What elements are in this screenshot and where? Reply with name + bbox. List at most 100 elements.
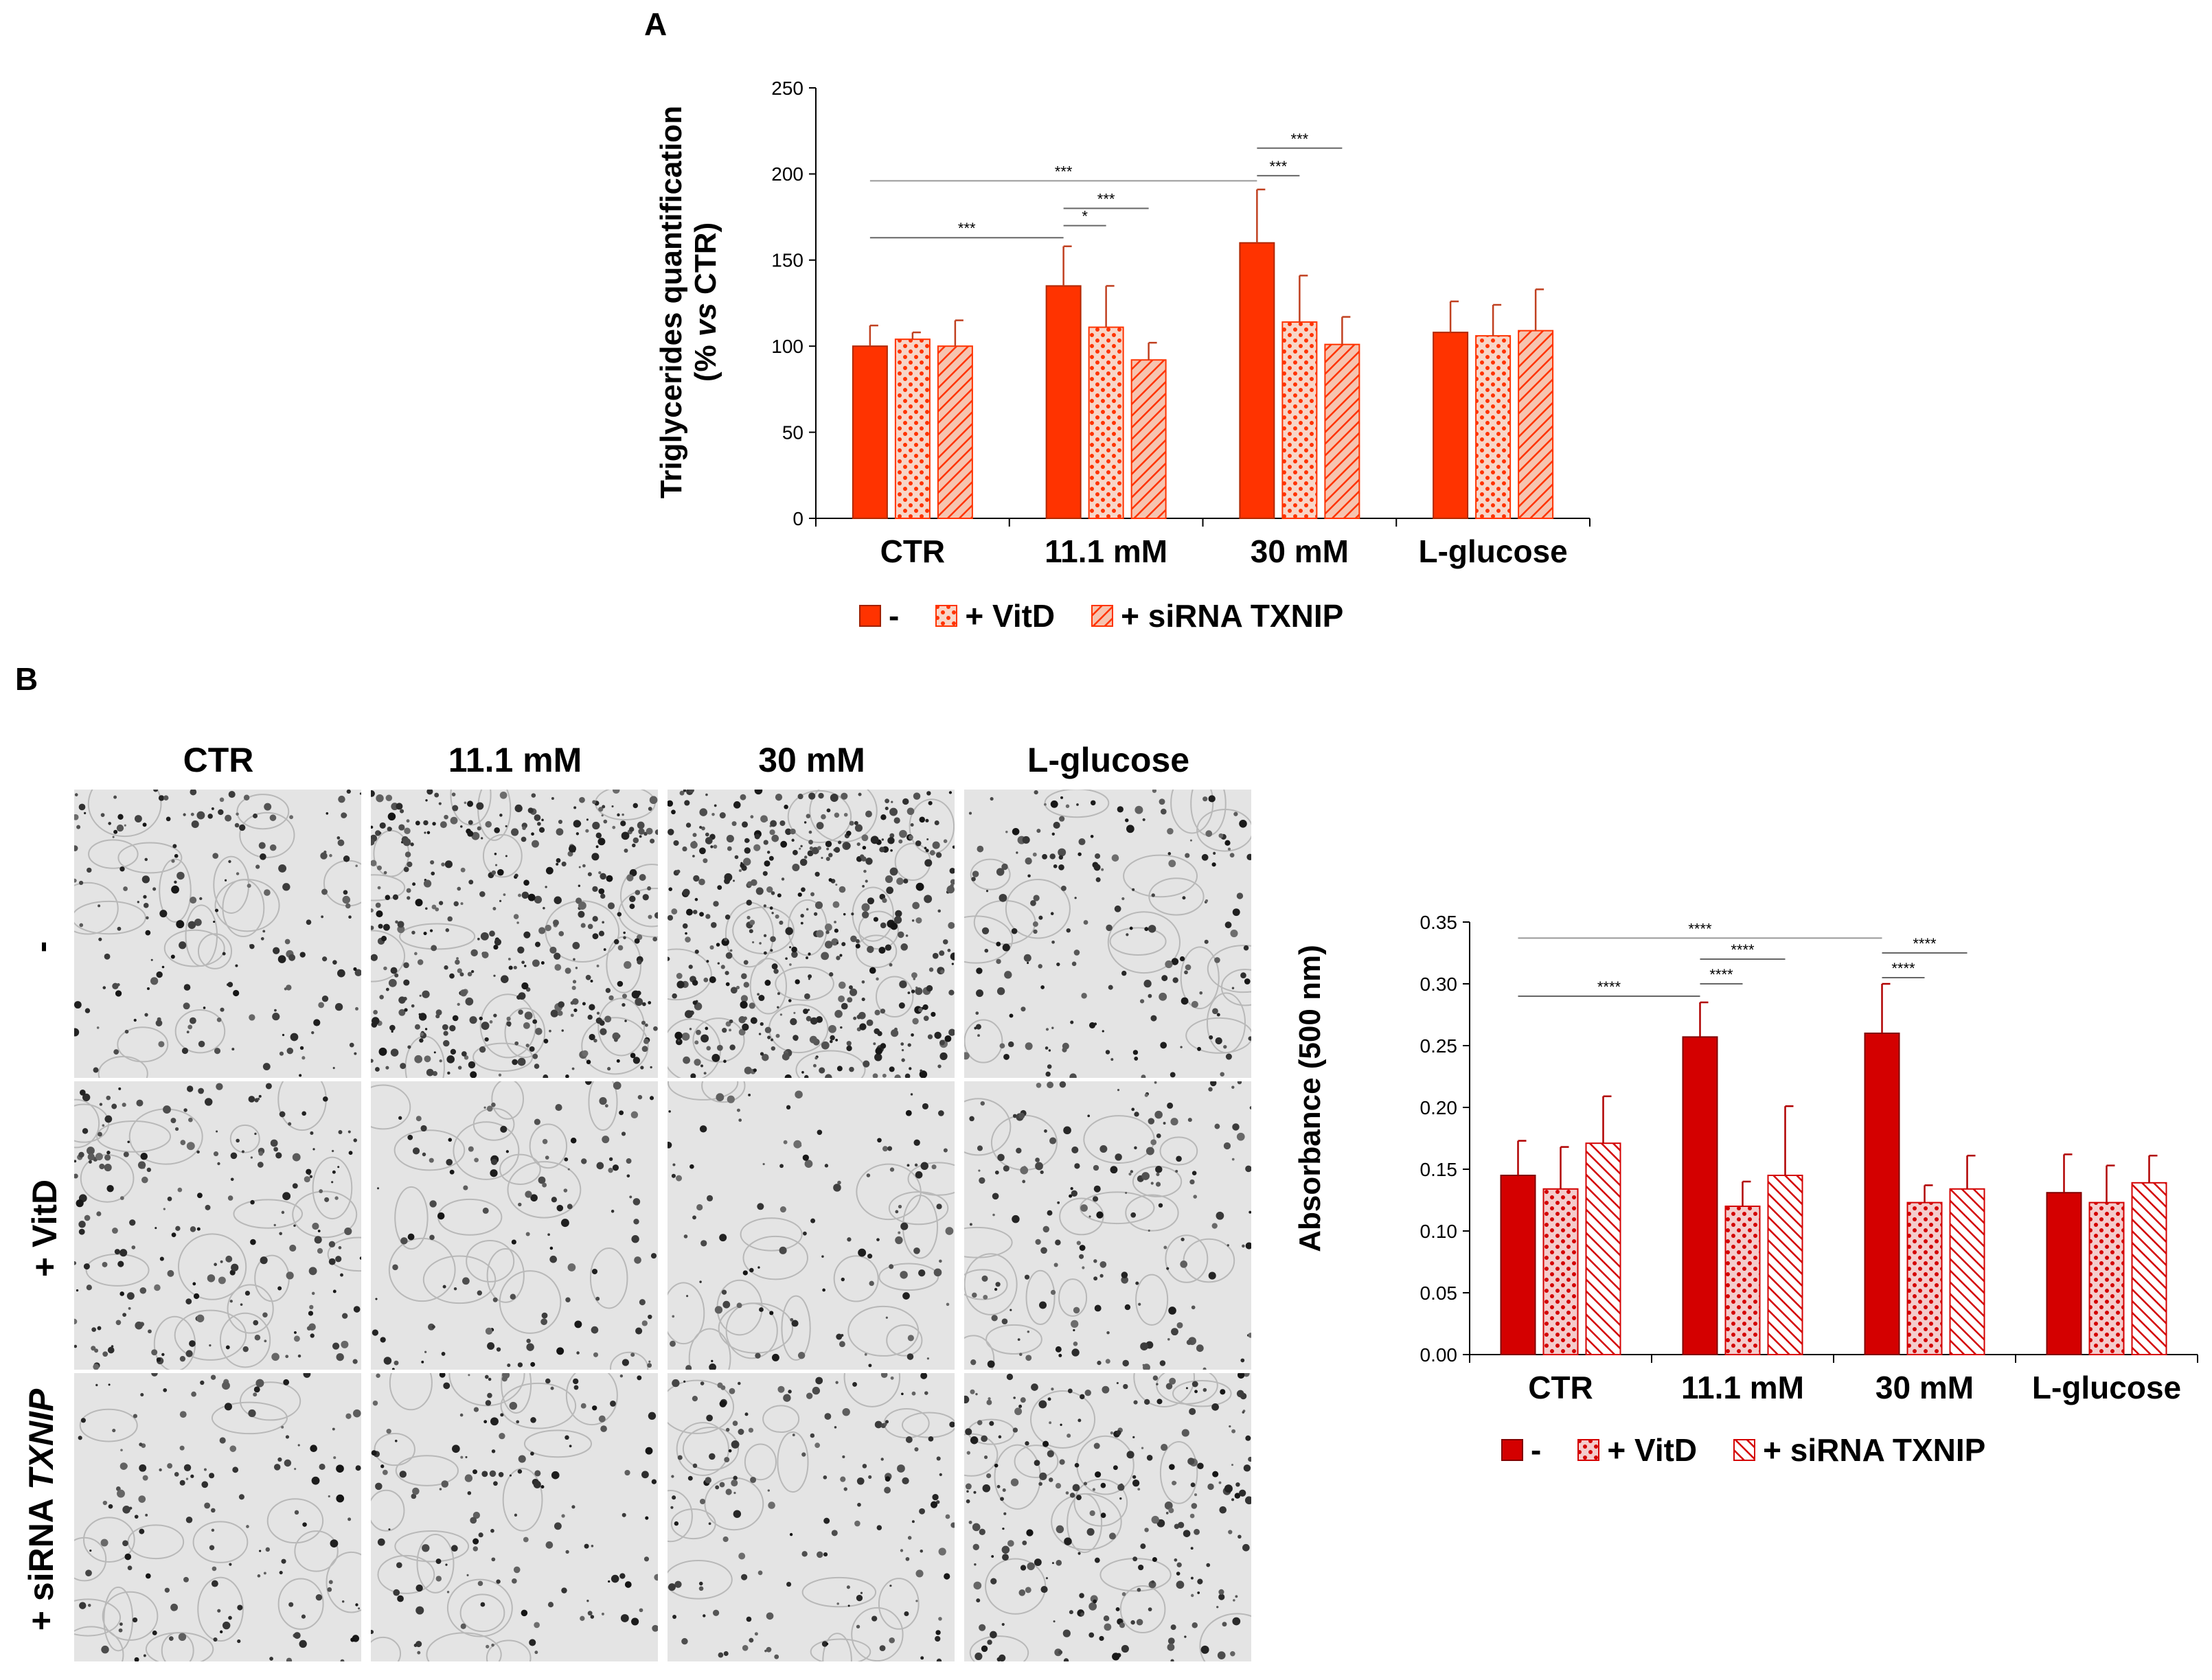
lipid-droplet bbox=[532, 840, 539, 848]
lipid-droplet bbox=[376, 865, 382, 871]
lipid-droplet bbox=[387, 812, 396, 821]
lipid-droplet bbox=[1206, 1563, 1211, 1567]
lipid-droplet bbox=[692, 855, 695, 858]
lipid-droplet bbox=[248, 1409, 256, 1418]
lipid-droplet bbox=[808, 952, 811, 956]
lipid-droplet bbox=[668, 887, 673, 891]
lipid-droplet bbox=[371, 1450, 377, 1456]
lipid-droplet bbox=[974, 1026, 977, 1030]
lipid-droplet bbox=[196, 1193, 203, 1199]
cell-outline bbox=[610, 1351, 649, 1370]
lipid-droplet bbox=[966, 1451, 970, 1455]
lipid-droplet bbox=[633, 1219, 639, 1225]
lipid-droplet bbox=[277, 1286, 282, 1291]
lipid-droplet bbox=[699, 825, 703, 829]
lipid-droplet bbox=[1042, 1226, 1050, 1233]
lipid-droplet bbox=[1170, 1118, 1178, 1126]
lipid-droplet bbox=[904, 1073, 911, 1078]
lipid-droplet bbox=[1130, 1170, 1134, 1173]
lipid-droplet bbox=[974, 1563, 977, 1566]
micrograph-texture bbox=[74, 790, 361, 1078]
lipid-droplet bbox=[645, 1516, 649, 1520]
lipid-droplet bbox=[839, 954, 843, 957]
lipid-droplet bbox=[725, 971, 729, 976]
lipid-droplet bbox=[214, 1263, 217, 1267]
lipid-droplet bbox=[231, 1048, 235, 1051]
lipid-droplet bbox=[154, 1284, 161, 1291]
lipid-droplet bbox=[567, 1204, 573, 1210]
lipid-droplet bbox=[679, 790, 685, 796]
lipid-droplet bbox=[1097, 1360, 1102, 1366]
lipid-droplet bbox=[185, 1477, 189, 1480]
lipid-droplet bbox=[415, 1584, 423, 1592]
lipid-droplet bbox=[102, 1351, 109, 1357]
lipid-droplet bbox=[699, 1498, 706, 1505]
lipid-droplet bbox=[468, 1146, 474, 1152]
lipid-droplet bbox=[771, 912, 774, 914]
lipid-droplet bbox=[1020, 1565, 1027, 1571]
lipid-droplet bbox=[779, 1164, 784, 1169]
lipid-droplet bbox=[402, 838, 411, 847]
lipid-droplet bbox=[784, 805, 788, 809]
lipid-droplet bbox=[122, 1540, 128, 1547]
lipid-droplet bbox=[749, 919, 755, 925]
lipid-droplet bbox=[338, 1246, 342, 1250]
lipid-droplet bbox=[540, 961, 545, 965]
lipid-droplet bbox=[622, 1002, 626, 1007]
lipid-droplet bbox=[828, 1024, 836, 1033]
lipid-droplet bbox=[932, 841, 940, 849]
cell-outline bbox=[294, 1530, 339, 1572]
lipid-droplet bbox=[1007, 1540, 1014, 1547]
cell-outline bbox=[762, 1405, 800, 1434]
cell-outline bbox=[416, 1533, 455, 1593]
lipid-droplet bbox=[117, 1261, 124, 1267]
lipid-droplet bbox=[383, 871, 387, 875]
lipid-droplet bbox=[849, 820, 854, 826]
lipid-droplet bbox=[671, 809, 676, 815]
lipid-droplet bbox=[647, 886, 652, 890]
lipid-droplet bbox=[1240, 972, 1246, 978]
micrograph-image bbox=[668, 1373, 955, 1661]
lipid-droplet bbox=[155, 1227, 157, 1230]
lipid-droplet bbox=[446, 1159, 453, 1166]
lipid-droplet bbox=[551, 1197, 557, 1203]
lipid-droplet bbox=[574, 1320, 582, 1328]
lipid-droplet bbox=[145, 1573, 151, 1579]
lipid-droplet bbox=[1108, 985, 1113, 990]
lipid-droplet bbox=[731, 1480, 738, 1487]
lipid-droplet bbox=[900, 1271, 908, 1279]
lipid-droplet bbox=[417, 1650, 421, 1655]
lipid-droplet bbox=[1235, 1482, 1240, 1487]
lipid-droplet bbox=[254, 1334, 261, 1341]
lipid-droplet bbox=[1095, 1471, 1102, 1478]
lipid-droplet bbox=[924, 859, 933, 867]
lipid-droplet bbox=[558, 1001, 565, 1008]
lipid-droplet bbox=[842, 1407, 850, 1416]
lipid-droplet bbox=[410, 842, 414, 847]
lipid-droplet bbox=[694, 897, 698, 901]
lipid-droplet bbox=[573, 820, 581, 828]
cell-outline bbox=[486, 1639, 532, 1661]
lipid-droplet bbox=[788, 1390, 792, 1394]
lipid-droplet bbox=[481, 951, 489, 958]
lipid-droplet bbox=[719, 1400, 727, 1407]
lipid-droplet bbox=[555, 1104, 562, 1112]
lipid-droplet bbox=[1155, 1166, 1163, 1173]
lipid-droplet bbox=[631, 1618, 639, 1626]
lipid-droplet bbox=[887, 837, 895, 844]
lipid-droplet bbox=[570, 1137, 577, 1144]
lipid-droplet bbox=[398, 1009, 406, 1016]
lipid-droplet bbox=[345, 903, 351, 909]
lipid-droplet bbox=[549, 1029, 551, 1033]
lipid-droplet bbox=[194, 918, 202, 926]
lipid-droplet bbox=[808, 974, 812, 979]
lipid-droplet bbox=[230, 1152, 238, 1160]
lipid-droplet bbox=[809, 1035, 817, 1044]
lipid-droplet bbox=[804, 1074, 809, 1078]
y-tick-label: 100 bbox=[771, 336, 803, 357]
lipid-droplet bbox=[896, 877, 904, 885]
lipid-droplet bbox=[769, 906, 773, 910]
lipid-droplet bbox=[1092, 1196, 1099, 1202]
lipid-droplet bbox=[624, 1020, 627, 1022]
cell-outline bbox=[851, 1607, 904, 1661]
